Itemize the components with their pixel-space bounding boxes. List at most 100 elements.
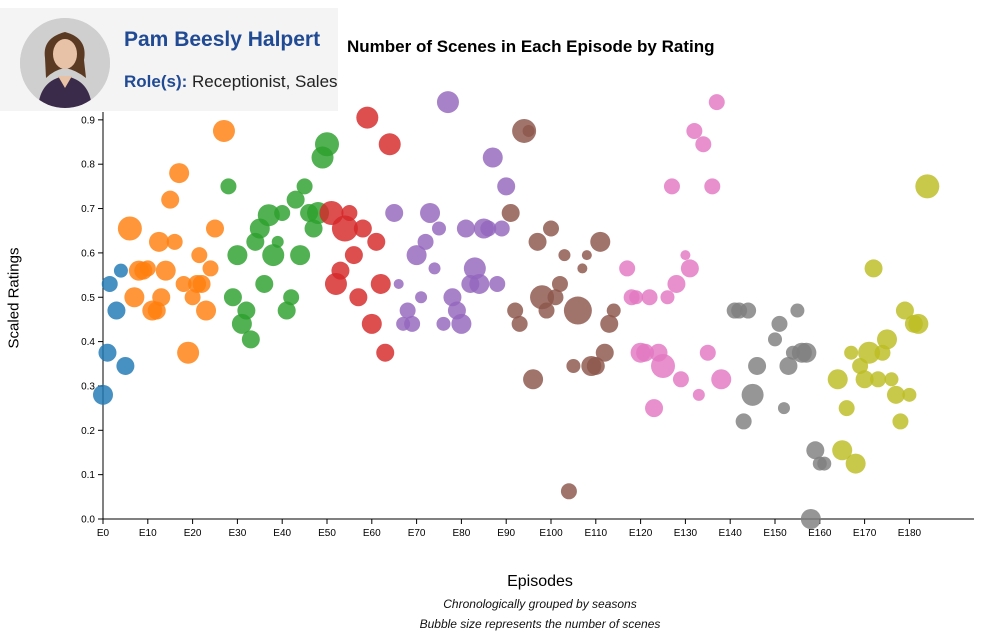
episode-bubble[interactable] xyxy=(139,260,156,277)
episode-bubble[interactable] xyxy=(482,147,503,168)
episode-bubble[interactable] xyxy=(497,177,516,196)
episode-bubble[interactable] xyxy=(832,440,853,461)
episode-bubble[interactable] xyxy=(436,91,459,114)
episode-bubble[interactable] xyxy=(581,250,592,261)
episode-bubble[interactable] xyxy=(124,287,145,308)
episode-bubble[interactable] xyxy=(695,136,712,153)
episode-bubble[interactable] xyxy=(255,274,274,293)
episode-bubble[interactable] xyxy=(227,245,248,266)
episode-bubble[interactable] xyxy=(149,231,169,252)
episode-bubble[interactable] xyxy=(877,329,897,350)
episode-bubble[interactable] xyxy=(908,313,929,334)
episode-bubble[interactable] xyxy=(699,344,716,361)
episode-bubble[interactable] xyxy=(463,257,486,280)
episode-bubble[interactable] xyxy=(692,388,705,401)
episode-bubble[interactable] xyxy=(735,413,752,430)
episode-bubble[interactable] xyxy=(341,204,358,221)
episode-bubble[interactable] xyxy=(175,275,192,292)
episode-bubble[interactable] xyxy=(915,174,940,199)
episode-bubble[interactable] xyxy=(113,263,128,278)
episode-bubble[interactable] xyxy=(385,203,404,222)
episode-bubble[interactable] xyxy=(451,313,472,334)
episode-bubble[interactable] xyxy=(353,219,372,238)
episode-bubble[interactable] xyxy=(558,249,571,262)
episode-bubble[interactable] xyxy=(619,260,636,277)
episode-bubble[interactable] xyxy=(344,246,363,265)
episode-bubble[interactable] xyxy=(223,288,242,307)
episode-bubble[interactable] xyxy=(202,260,219,277)
episode-bubble[interactable] xyxy=(331,215,358,242)
episode-bubble[interactable] xyxy=(560,483,577,500)
episode-bubble[interactable] xyxy=(415,291,428,304)
episode-bubble[interactable] xyxy=(800,509,821,529)
episode-bubble[interactable] xyxy=(844,345,859,360)
episode-bubble[interactable] xyxy=(595,343,614,362)
episode-bubble[interactable] xyxy=(686,122,703,139)
episode-bubble[interactable] xyxy=(93,384,113,405)
episode-bubble[interactable] xyxy=(902,387,917,402)
episode-bubble[interactable] xyxy=(845,453,866,474)
episode-bubble[interactable] xyxy=(192,274,211,293)
episode-bubble[interactable] xyxy=(349,288,368,307)
episode-bubble[interactable] xyxy=(586,356,605,375)
episode-bubble[interactable] xyxy=(489,275,506,292)
episode-bubble[interactable] xyxy=(651,353,675,378)
episode-bubble[interactable] xyxy=(704,178,721,195)
episode-bubble[interactable] xyxy=(376,343,395,362)
episode-bubble[interactable] xyxy=(257,204,280,227)
episode-bubble[interactable] xyxy=(169,163,190,184)
episode-bubble[interactable] xyxy=(262,244,285,267)
episode-bubble[interactable] xyxy=(641,289,658,306)
episode-bubble[interactable] xyxy=(370,273,391,294)
episode-bubble[interactable] xyxy=(563,296,592,325)
episode-bubble[interactable] xyxy=(566,358,581,373)
episode-bubble[interactable] xyxy=(304,219,323,238)
episode-bubble[interactable] xyxy=(480,220,497,237)
episode-bubble[interactable] xyxy=(404,315,421,332)
episode-bubble[interactable] xyxy=(806,441,825,460)
episode-bubble[interactable] xyxy=(864,259,883,278)
episode-bubble[interactable] xyxy=(777,402,790,415)
episode-bubble[interactable] xyxy=(708,94,725,111)
episode-bubble[interactable] xyxy=(191,247,208,264)
episode-bubble[interactable] xyxy=(672,371,689,388)
episode-bubble[interactable] xyxy=(393,278,404,289)
episode-bubble[interactable] xyxy=(817,456,832,471)
episode-bubble[interactable] xyxy=(768,332,782,347)
episode-bubble[interactable] xyxy=(547,289,564,306)
episode-bubble[interactable] xyxy=(101,275,118,292)
episode-bubble[interactable] xyxy=(196,300,217,321)
episode-bubble[interactable] xyxy=(286,190,305,209)
episode-bubble[interactable] xyxy=(161,190,180,209)
episode-bubble[interactable] xyxy=(274,204,291,221)
episode-bubble[interactable] xyxy=(206,219,224,238)
episode-bubble[interactable] xyxy=(528,232,547,251)
episode-bubble[interactable] xyxy=(356,106,379,129)
episode-bubble[interactable] xyxy=(155,260,176,281)
episode-bubble[interactable] xyxy=(892,413,909,430)
episode-bubble[interactable] xyxy=(367,232,386,251)
episode-bubble[interactable] xyxy=(290,245,311,266)
episode-bubble[interactable] xyxy=(399,302,416,319)
episode-bubble[interactable] xyxy=(895,301,914,320)
episode-bubble[interactable] xyxy=(361,313,382,334)
episode-bubble[interactable] xyxy=(237,301,256,320)
episode-bubble[interactable] xyxy=(796,342,817,363)
episode-bubble[interactable] xyxy=(331,261,350,280)
episode-bubble[interactable] xyxy=(184,289,201,306)
episode-bubble[interactable] xyxy=(315,132,339,157)
episode-bubble[interactable] xyxy=(456,219,475,238)
episode-bubble[interactable] xyxy=(522,124,535,137)
episode-bubble[interactable] xyxy=(590,231,611,252)
episode-bubble[interactable] xyxy=(636,343,655,362)
episode-bubble[interactable] xyxy=(667,274,686,293)
episode-bubble[interactable] xyxy=(493,220,510,237)
episode-bubble[interactable] xyxy=(116,356,135,375)
episode-bubble[interactable] xyxy=(241,330,260,349)
episode-bubble[interactable] xyxy=(827,369,848,390)
episode-bubble[interactable] xyxy=(886,385,905,404)
episode-bubble[interactable] xyxy=(283,289,300,306)
episode-bubble[interactable] xyxy=(406,245,427,266)
episode-bubble[interactable] xyxy=(645,399,664,418)
episode-bubble[interactable] xyxy=(420,202,441,223)
